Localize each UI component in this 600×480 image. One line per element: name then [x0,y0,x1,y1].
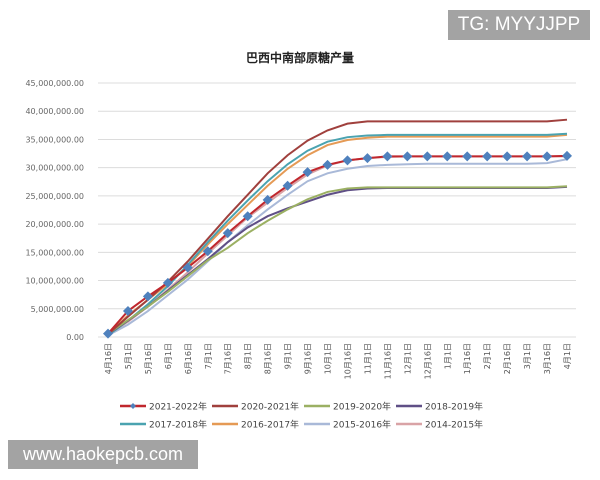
y-tick-label: 10,000,000.00 [25,277,84,286]
legend-item: 2019-2020年 [304,401,391,413]
data-point-marker [482,151,493,162]
legend-item: 2017-2018年 [120,419,207,431]
legend-item: 2021-2022年 [120,401,207,413]
x-tick-label: 10月1日 [324,343,333,374]
data-point-marker [422,151,433,162]
x-tick-label: 7月1日 [204,343,213,369]
x-tick-label: 2月16日 [503,343,512,374]
legend-label: 2021-2022年 [149,401,207,413]
x-tick-label: 4月16日 [104,343,113,374]
data-point-marker [522,151,533,162]
legend-item: 2018-2019年 [396,401,483,413]
y-tick-label: 25,000,000.00 [25,192,84,201]
data-point-marker [302,167,313,178]
data-point-marker [442,151,453,162]
legend-label: 2017-2018年 [149,419,207,431]
x-tick-label: 9月1日 [284,343,293,369]
x-tick-label: 3月1日 [523,343,532,369]
x-tick-label: 8月16日 [264,343,273,374]
x-tick-label: 12月16日 [423,343,432,379]
legend-item: 2020-2021年 [212,401,299,413]
data-point-marker [362,153,373,164]
data-point-marker [262,194,273,205]
series-line-2021-2022年 [107,154,568,335]
series-line-2016-2017年 [107,133,568,335]
data-point-marker [103,328,113,339]
y-tick-label: 35,000,000.00 [25,135,84,144]
y-tick-label: 15,000,000.00 [25,248,84,257]
y-tick-label: 0.00 [66,333,84,342]
legend-label: 2016-2017年 [241,419,299,431]
x-tick-label: 10月16日 [343,343,352,379]
series-line-2015-2016年 [107,158,568,337]
x-tick-label: 8月1日 [244,343,253,369]
data-point-marker [562,150,572,161]
x-tick-label: 11月1日 [363,343,372,374]
legend-label: 2020-2021年 [241,401,299,413]
data-point-marker [322,159,333,170]
series-line-2018-2019年 [107,185,568,336]
series-line-2019-2020年 [107,185,568,335]
series-line-2020-2021年 [107,118,568,335]
legend-marker [130,403,136,409]
x-tick-label: 1月16日 [463,343,472,374]
y-tick-label: 5,000,000.00 [31,305,84,314]
data-point-marker [462,151,473,162]
data-point-marker [402,151,413,162]
y-tick-label: 45,000,000.00 [25,79,84,88]
x-tick-label: 7月16日 [224,343,233,374]
x-tick-label: 4月1日 [563,343,572,369]
data-point-marker [142,291,153,302]
x-tick-label: 9月16日 [304,343,313,374]
data-point-marker [202,246,213,257]
legend-label: 2019-2020年 [333,401,391,413]
data-point-marker [122,306,133,317]
data-point-marker [282,180,293,191]
legend-label: 2015-2016年 [333,419,391,431]
x-tick-label: 1月1日 [443,343,452,369]
data-point-marker [342,155,353,166]
x-tick-label: 11月16日 [383,343,392,379]
chart-title: 巴西中南部原糖产量 [246,50,354,65]
x-tick-label: 6月1日 [164,343,173,369]
y-tick-label: 30,000,000.00 [25,164,84,173]
series-line-2014-2015年 [107,155,567,336]
x-tick-label: 12月1日 [403,343,412,374]
data-point-marker [502,151,513,162]
x-tick-label: 5月1日 [124,343,133,369]
x-tick-label: 2月1日 [483,343,492,369]
legend-label: 2018-2019年 [425,401,483,413]
watermark-top: TG: MYYJJPP [448,10,590,40]
data-point-marker [382,151,393,162]
data-point-marker [182,262,193,273]
watermark-bottom: www.haokepcb.com [8,440,198,469]
x-tick-label: 3月16日 [543,343,552,374]
data-point-marker [162,277,173,288]
legend-item: 2015-2016年 [304,419,391,431]
y-tick-label: 20,000,000.00 [25,220,84,229]
legend-label: 2014-2015年 [425,419,483,431]
y-tick-label: 40,000,000.00 [25,107,84,116]
legend-item: 2014-2015年 [396,419,483,431]
x-tick-label: 5月16日 [144,343,153,374]
data-point-marker [242,211,253,222]
x-tick-label: 6月16日 [184,343,193,374]
legend-item: 2016-2017年 [212,419,299,431]
data-point-marker [542,151,553,162]
data-point-marker [222,228,233,239]
